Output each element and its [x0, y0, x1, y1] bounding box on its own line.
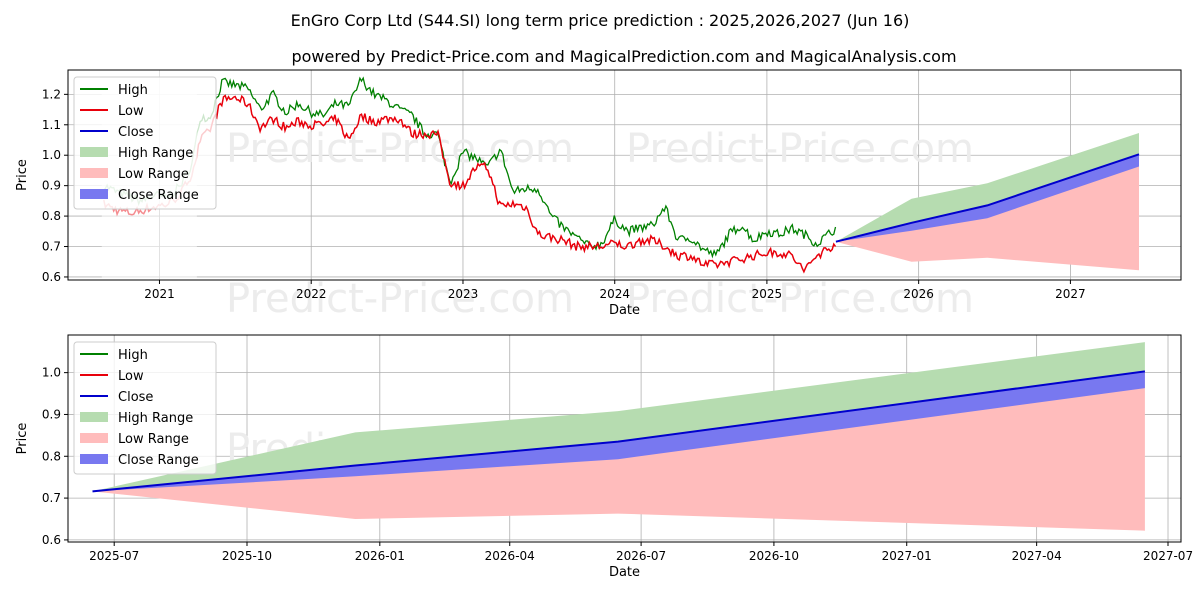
- y-tick-label: 0.8: [42, 449, 61, 463]
- x-tick-label: 2024: [599, 287, 630, 301]
- legend-label: Low Range: [118, 432, 189, 447]
- plot-area: [101, 70, 1140, 280]
- legend-label: Low: [118, 104, 144, 119]
- y-tick-label: 1.2: [42, 87, 61, 101]
- watermarks: Predict-Price.com Predict-Price.com Predic…: [226, 126, 974, 322]
- forecast-close-line: [835, 153, 1140, 243]
- y-tick-label: 0.9: [42, 407, 61, 421]
- high-range-band: [92, 342, 1145, 492]
- legend: High Low Close High Range Low Range Close Ran…: [73, 76, 217, 210]
- y-tick-label: 1.0: [42, 366, 61, 380]
- watermark-text: Predict-Price.com: [626, 276, 974, 322]
- legend-label: Low: [118, 369, 144, 384]
- legend-label: Close: [118, 125, 153, 140]
- y-axis: 0.6 0.7 0.8 0.9 1.0: [42, 366, 68, 547]
- legend-patch-swatch: [80, 412, 108, 422]
- watermark-text: Predict-Price.com: [226, 126, 574, 172]
- x-axis: 2021 2022 2023 2024 2025 2026 2027: [144, 280, 1086, 301]
- watermark-text: Predict-Price.com: [226, 276, 574, 322]
- x-tick-label: 2027-07: [1143, 549, 1193, 563]
- x-tick-label: 2023: [448, 287, 479, 301]
- history-high-line: [103, 76, 837, 259]
- history-low-line: [103, 94, 837, 274]
- y-tick-label: 0.7: [42, 491, 61, 505]
- legend-label: High: [118, 83, 148, 98]
- y-tick-label: 0.8: [42, 209, 61, 223]
- legend-patch-swatch: [80, 147, 108, 157]
- legend-patch-swatch: [80, 168, 108, 178]
- x-axis: 2025-07 2025-10 2026-01 2026-04 2026-07 2026-…: [89, 542, 1193, 563]
- legend: High Low Close High Range Low Range Close Ran…: [73, 341, 217, 475]
- legend-label: Close Range: [118, 453, 199, 468]
- legend-label: Close: [118, 390, 153, 405]
- x-tick-label: 2025-10: [222, 549, 272, 563]
- legend-label: High: [118, 348, 148, 363]
- y-axis-label: Price: [15, 159, 30, 191]
- legend-label: Low Range: [118, 167, 189, 182]
- x-tick-label: 2026-07: [616, 549, 666, 563]
- legend-patch-swatch: [80, 189, 108, 199]
- y-tick-label: 1.1: [42, 118, 61, 132]
- forecast-zoom-panel: Predict-Price.comPredict-Price.com2025-0…: [15, 334, 1193, 580]
- y-tick-label: 0.7: [42, 240, 61, 254]
- x-tick-label: 2026-10: [749, 549, 799, 563]
- y-tick-label: 1.0: [42, 148, 61, 162]
- x-axis-label: Date: [609, 565, 640, 580]
- legend-patch-swatch: [80, 454, 108, 464]
- y-tick-label: 0.6: [42, 533, 61, 547]
- plot-frame: [67, 69, 1182, 281]
- x-tick-label: 2021: [144, 287, 175, 301]
- x-tick-label: 2026: [903, 287, 934, 301]
- legend-label: Close Range: [118, 188, 199, 203]
- x-tick-label: 2025-07: [89, 549, 139, 563]
- x-tick-label: 2026-01: [355, 549, 405, 563]
- x-tick-label: 2025: [752, 287, 783, 301]
- legend-label: High Range: [118, 146, 193, 161]
- y-tick-label: 0.6: [42, 270, 61, 284]
- watermark-text: Predict-Price.com: [626, 126, 974, 172]
- chart-subtitle: powered by Predict-Price.com and Magical…: [291, 47, 956, 66]
- y-tick-label: 0.9: [42, 179, 61, 193]
- chart-title: EnGro Corp Ltd (S44.SI) long term price …: [291, 11, 910, 30]
- x-tick-label: 2022: [296, 287, 327, 301]
- x-tick-label: 2026-04: [485, 549, 535, 563]
- x-tick-label: 2027: [1055, 287, 1086, 301]
- legend-box: [73, 76, 217, 210]
- x-tick-label: 2027-04: [1012, 549, 1062, 563]
- plot-area: [92, 342, 1146, 531]
- forecast-close-line: [92, 370, 1146, 493]
- legend-box: [73, 341, 217, 475]
- y-axis: 0.6 0.7 0.8 0.9 1.0 1.1 1.2: [42, 87, 68, 284]
- y-axis-label: Price: [15, 423, 30, 455]
- x-axis-label: Date: [609, 303, 640, 318]
- high-range-band: [835, 133, 1139, 242]
- long-term-price-panel: Predict-Price.com Predict-Price.com Predic…: [15, 69, 1182, 322]
- legend-label: High Range: [118, 411, 193, 426]
- x-tick-label: 2027-01: [882, 549, 932, 563]
- plot-frame: [67, 334, 1182, 543]
- legend-patch-swatch: [80, 433, 108, 443]
